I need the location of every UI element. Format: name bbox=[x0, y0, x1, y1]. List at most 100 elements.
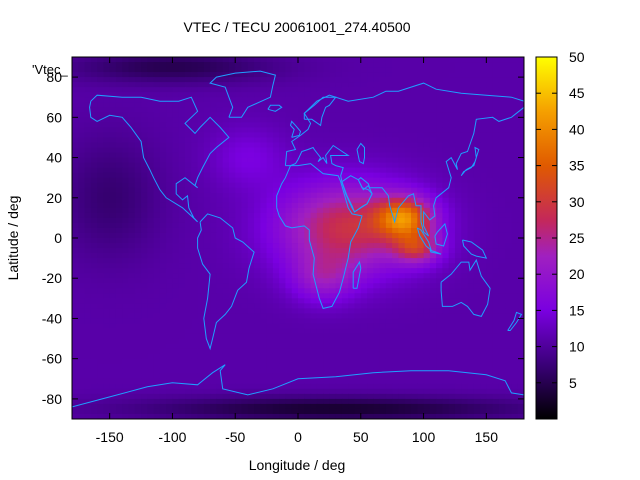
heatmap-cell bbox=[172, 258, 180, 264]
heatmap-cell bbox=[147, 288, 155, 294]
heatmap-cell bbox=[486, 263, 494, 269]
heatmap-cell bbox=[492, 328, 500, 335]
heatmap-cell bbox=[335, 368, 343, 375]
heatmap-cell bbox=[486, 358, 494, 365]
heatmap-cell bbox=[517, 57, 524, 63]
heatmap-cell bbox=[329, 212, 337, 219]
heatmap-cell bbox=[360, 72, 368, 78]
heatmap-cell bbox=[147, 293, 155, 299]
heatmap-cell bbox=[429, 207, 437, 214]
heatmap-cell bbox=[310, 358, 318, 365]
heatmap-cell bbox=[498, 278, 506, 284]
heatmap-cell bbox=[178, 348, 186, 355]
heatmap-cell bbox=[84, 318, 92, 325]
heatmap-cell bbox=[373, 142, 381, 149]
heatmap-cell bbox=[423, 338, 431, 345]
heatmap-cell bbox=[373, 368, 381, 375]
heatmap-cell bbox=[360, 338, 368, 345]
heatmap-cell bbox=[247, 283, 255, 289]
heatmap-cell bbox=[78, 182, 86, 189]
heatmap-cell bbox=[298, 182, 305, 189]
heatmap-cell bbox=[473, 378, 481, 385]
heatmap-cell bbox=[228, 122, 236, 128]
heatmap-cell bbox=[72, 107, 79, 113]
heatmap-cell bbox=[291, 182, 299, 189]
heatmap-cell bbox=[442, 298, 450, 304]
heatmap-cell bbox=[279, 328, 287, 335]
heatmap-cell bbox=[228, 187, 236, 194]
heatmap-cell bbox=[423, 258, 431, 264]
heatmap-cell bbox=[492, 348, 500, 355]
heatmap-cell bbox=[147, 393, 155, 400]
heatmap-cell bbox=[90, 348, 98, 355]
heatmap-cell bbox=[279, 102, 287, 108]
heatmap-cell bbox=[461, 313, 469, 320]
heatmap-cell bbox=[367, 333, 374, 340]
heatmap-cell bbox=[103, 92, 111, 98]
heatmap-cell bbox=[153, 182, 161, 189]
heatmap-cell bbox=[210, 187, 217, 194]
heatmap-cell bbox=[128, 197, 136, 204]
heatmap-cell bbox=[354, 368, 362, 375]
heatmap-cell bbox=[103, 62, 111, 68]
heatmap-cell bbox=[411, 132, 418, 139]
heatmap-cell bbox=[90, 288, 98, 294]
heatmap-cell bbox=[272, 177, 280, 184]
heatmap-cell bbox=[429, 318, 437, 325]
heatmap-cell bbox=[241, 197, 249, 204]
heatmap-cell bbox=[122, 162, 130, 169]
heatmap-cell bbox=[316, 238, 324, 244]
heatmap-cell bbox=[266, 278, 274, 284]
heatmap-cell bbox=[298, 343, 305, 350]
heatmap-cell bbox=[84, 157, 92, 164]
heatmap-cell bbox=[511, 182, 519, 189]
heatmap-cell bbox=[84, 192, 92, 199]
heatmap-cell bbox=[341, 227, 349, 234]
heatmap-cell bbox=[272, 268, 280, 274]
heatmap-cell bbox=[172, 112, 180, 118]
heatmap-cell bbox=[454, 72, 462, 78]
heatmap-cell bbox=[178, 273, 186, 279]
heatmap-cell bbox=[304, 62, 312, 68]
heatmap-cell bbox=[505, 378, 513, 385]
heatmap-cell bbox=[185, 132, 192, 139]
heatmap-cell bbox=[178, 197, 186, 204]
heatmap-cell bbox=[467, 177, 475, 184]
heatmap-cell bbox=[323, 243, 330, 249]
heatmap-cell bbox=[423, 217, 431, 224]
heatmap-cell bbox=[304, 238, 312, 244]
heatmap-cell bbox=[235, 172, 243, 179]
heatmap-cell bbox=[341, 248, 349, 254]
heatmap-cell bbox=[505, 323, 513, 330]
heatmap-cell bbox=[316, 323, 324, 330]
heatmap-cell bbox=[185, 288, 192, 294]
heatmap-cell bbox=[159, 127, 167, 134]
heatmap-cell bbox=[178, 288, 186, 294]
heatmap-cell bbox=[247, 293, 255, 299]
heatmap-cell bbox=[109, 263, 117, 269]
heatmap-cell bbox=[461, 308, 469, 315]
heatmap-cell bbox=[316, 373, 324, 380]
heatmap-cell bbox=[153, 338, 161, 345]
heatmap-cell bbox=[159, 172, 167, 179]
heatmap-cell bbox=[197, 107, 205, 113]
heatmap-cell bbox=[298, 107, 305, 113]
heatmap-cell bbox=[185, 152, 192, 159]
heatmap-cell bbox=[323, 388, 330, 395]
heatmap-cell bbox=[185, 238, 192, 244]
heatmap-cell bbox=[122, 368, 130, 375]
heatmap-cell bbox=[348, 92, 356, 98]
heatmap-cell bbox=[373, 87, 381, 93]
heatmap-cell bbox=[72, 373, 79, 380]
heatmap-cell bbox=[254, 232, 261, 239]
heatmap-cell bbox=[115, 358, 123, 365]
heatmap-cell bbox=[97, 137, 104, 144]
heatmap-cell bbox=[72, 383, 79, 390]
heatmap-cell bbox=[254, 177, 261, 184]
heatmap-cell bbox=[247, 273, 255, 279]
heatmap-cell bbox=[329, 333, 337, 340]
heatmap-cell bbox=[103, 393, 111, 400]
heatmap-cell bbox=[517, 298, 524, 304]
heatmap-cell bbox=[128, 182, 136, 189]
heatmap-cell bbox=[480, 177, 487, 184]
